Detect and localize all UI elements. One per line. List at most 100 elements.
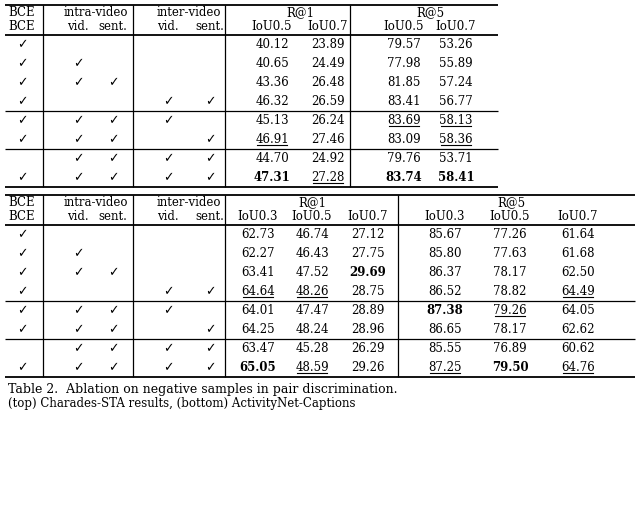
Text: ✓: ✓ <box>73 152 83 165</box>
Text: IoU0.7: IoU0.7 <box>348 210 388 222</box>
Text: 43.36: 43.36 <box>255 76 289 89</box>
Text: ✓: ✓ <box>73 266 83 279</box>
Text: 56.77: 56.77 <box>439 95 473 108</box>
Text: ✓: ✓ <box>17 38 28 51</box>
Text: 27.28: 27.28 <box>311 171 345 184</box>
Text: R@5: R@5 <box>497 197 525 210</box>
Text: 81.85: 81.85 <box>387 76 420 89</box>
Text: 46.91: 46.91 <box>255 133 289 146</box>
Text: 57.24: 57.24 <box>439 76 473 89</box>
Text: ✓: ✓ <box>73 323 83 336</box>
Text: ✓: ✓ <box>73 171 83 184</box>
Text: ✓: ✓ <box>163 361 173 374</box>
Text: sent.: sent. <box>196 210 225 222</box>
Text: 62.62: 62.62 <box>561 323 595 336</box>
Text: 53.71: 53.71 <box>439 152 473 165</box>
Text: ✓: ✓ <box>73 76 83 89</box>
Text: 65.05: 65.05 <box>240 361 276 374</box>
Text: ✓: ✓ <box>163 304 173 317</box>
Text: 47.52: 47.52 <box>295 266 329 279</box>
Text: ✓: ✓ <box>205 133 215 146</box>
Text: 85.80: 85.80 <box>428 247 461 260</box>
Text: 46.32: 46.32 <box>255 95 289 108</box>
Text: 24.49: 24.49 <box>311 57 345 70</box>
Text: ✓: ✓ <box>163 114 173 127</box>
Text: 60.62: 60.62 <box>561 342 595 355</box>
Text: 83.74: 83.74 <box>386 171 422 184</box>
Text: ✓: ✓ <box>17 114 28 127</box>
Text: ✓: ✓ <box>17 171 28 184</box>
Text: 45.28: 45.28 <box>295 342 329 355</box>
Text: ✓: ✓ <box>73 342 83 355</box>
Text: 26.48: 26.48 <box>311 76 345 89</box>
Text: 58.36: 58.36 <box>439 133 473 146</box>
Text: BCE: BCE <box>9 6 35 19</box>
Text: 27.46: 27.46 <box>311 133 345 146</box>
Text: 55.89: 55.89 <box>439 57 473 70</box>
Text: ✓: ✓ <box>205 342 215 355</box>
Text: ✓: ✓ <box>205 361 215 374</box>
Text: IoU0.5: IoU0.5 <box>384 19 424 33</box>
Text: 58.41: 58.41 <box>438 171 474 184</box>
Text: ✓: ✓ <box>17 247 28 260</box>
Text: 28.96: 28.96 <box>351 323 385 336</box>
Text: BCE: BCE <box>9 210 35 222</box>
Text: 45.13: 45.13 <box>255 114 289 127</box>
Text: 40.12: 40.12 <box>255 38 289 51</box>
Text: ✓: ✓ <box>17 361 28 374</box>
Text: 86.52: 86.52 <box>428 285 461 298</box>
Text: 26.24: 26.24 <box>311 114 345 127</box>
Text: ✓: ✓ <box>17 228 28 241</box>
Text: 27.75: 27.75 <box>351 247 385 260</box>
Text: ✓: ✓ <box>163 171 173 184</box>
Text: 29.26: 29.26 <box>351 361 385 374</box>
Text: ✓: ✓ <box>73 247 83 260</box>
Text: IoU0.5: IoU0.5 <box>490 210 531 222</box>
Text: vid.: vid. <box>157 19 179 33</box>
Text: 23.89: 23.89 <box>311 38 345 51</box>
Text: ✓: ✓ <box>17 76 28 89</box>
Text: 61.68: 61.68 <box>561 247 595 260</box>
Text: 28.89: 28.89 <box>351 304 385 317</box>
Text: 47.47: 47.47 <box>295 304 329 317</box>
Text: R@1: R@1 <box>299 197 326 210</box>
Text: 78.82: 78.82 <box>493 285 527 298</box>
Text: 44.70: 44.70 <box>255 152 289 165</box>
Text: ✓: ✓ <box>108 342 118 355</box>
Text: ✓: ✓ <box>17 285 28 298</box>
Text: ✓: ✓ <box>73 133 83 146</box>
Text: 46.43: 46.43 <box>295 247 329 260</box>
Text: 58.13: 58.13 <box>439 114 473 127</box>
Text: BCE: BCE <box>9 197 35 210</box>
Text: ✓: ✓ <box>17 323 28 336</box>
Text: 61.64: 61.64 <box>561 228 595 241</box>
Text: intra-video: intra-video <box>63 6 128 19</box>
Text: ✓: ✓ <box>108 171 118 184</box>
Text: ✓: ✓ <box>108 266 118 279</box>
Text: inter-video: inter-video <box>157 6 221 19</box>
Text: intra-video: intra-video <box>63 197 128 210</box>
Text: ✓: ✓ <box>205 171 215 184</box>
Text: ✓: ✓ <box>108 133 118 146</box>
Text: ✓: ✓ <box>163 285 173 298</box>
Text: 48.59: 48.59 <box>295 361 329 374</box>
Text: 64.05: 64.05 <box>561 304 595 317</box>
Text: ✓: ✓ <box>205 285 215 298</box>
Text: 83.41: 83.41 <box>387 95 420 108</box>
Text: 86.65: 86.65 <box>428 323 462 336</box>
Text: ✓: ✓ <box>205 323 215 336</box>
Text: IoU0.7: IoU0.7 <box>436 19 476 33</box>
Text: sent.: sent. <box>99 210 127 222</box>
Text: 85.67: 85.67 <box>428 228 462 241</box>
Text: 46.74: 46.74 <box>295 228 329 241</box>
Text: 79.50: 79.50 <box>492 361 528 374</box>
Text: vid.: vid. <box>157 210 179 222</box>
Text: 79.26: 79.26 <box>493 304 527 317</box>
Text: 87.25: 87.25 <box>428 361 461 374</box>
Text: sent.: sent. <box>99 19 127 33</box>
Text: ✓: ✓ <box>17 304 28 317</box>
Text: IoU0.5: IoU0.5 <box>292 210 332 222</box>
Text: 87.38: 87.38 <box>427 304 463 317</box>
Text: (top) Charades-STA results, (bottom) ActivityNet-Captions: (top) Charades-STA results, (bottom) Act… <box>8 397 355 411</box>
Text: 83.69: 83.69 <box>387 114 421 127</box>
